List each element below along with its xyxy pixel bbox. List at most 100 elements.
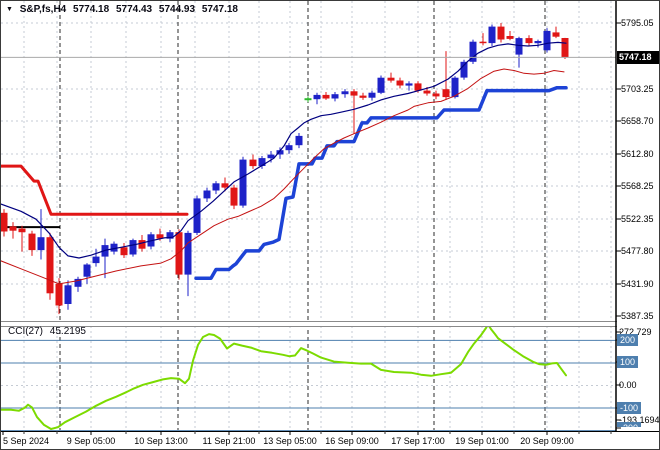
candle-body — [488, 26, 496, 44]
candle-body — [423, 90, 431, 94]
time-axis[interactable] — [1, 431, 659, 449]
cci-axis-label: 0.00 — [619, 380, 637, 390]
candle-body — [543, 30, 551, 51]
candle-body — [515, 38, 523, 55]
cci-level-badge: -100 — [617, 402, 642, 414]
candle-body — [552, 32, 560, 37]
cci-level-badge: -200 — [617, 422, 642, 427]
candle-body — [64, 285, 72, 304]
candle-body — [469, 41, 477, 62]
candle-body — [479, 41, 487, 44]
candle-body — [451, 77, 459, 98]
time-axis-label: 13 Sep 05:00 — [263, 436, 317, 446]
time-axis-label: 9 Sep 05:00 — [66, 436, 116, 446]
panel-separator[interactable] — [1, 321, 659, 327]
candle-body — [331, 94, 339, 99]
candle-body — [525, 38, 533, 44]
price-axis-label: 5522.35 — [621, 214, 654, 224]
candle-body — [377, 77, 385, 93]
cci-indicator-label: CCI(27) 45.2195 — [8, 326, 90, 337]
candle-body — [295, 135, 303, 146]
candle-body — [396, 80, 404, 86]
candle-body — [138, 240, 146, 249]
cci-value: 45.2195 — [49, 326, 86, 337]
candle-body — [166, 232, 174, 239]
candle-body — [432, 93, 440, 97]
candle-body — [221, 183, 229, 188]
candle-body — [55, 283, 63, 306]
candle-body — [258, 158, 266, 166]
price-axis-label: 5387.35 — [621, 311, 654, 321]
stop-line-red — [1, 164, 189, 216]
candle-body — [156, 234, 164, 239]
candle-body — [110, 243, 118, 252]
candle-body — [276, 150, 284, 155]
candle-body — [405, 83, 413, 86]
candle-body — [92, 256, 100, 264]
candle-body — [1, 212, 8, 232]
price-axis-label: 5477.80 — [621, 246, 654, 256]
price-axis-label: 5612.80 — [621, 149, 654, 159]
candle-body — [239, 159, 247, 206]
candle-body — [350, 91, 358, 96]
candle-body — [184, 232, 192, 275]
candle-body — [203, 190, 211, 199]
time-axis-label: 5 Sep 2024 — [3, 436, 50, 446]
ma-fast-line — [1, 41, 567, 259]
price-axis-label: 5703.25 — [621, 84, 654, 94]
candle-body — [313, 94, 321, 100]
cci-line — [1, 323, 567, 430]
time-axis-label: 10 Sep 13:00 — [134, 436, 188, 446]
chart-title: ▼ S&P,fs,H4 5774.18 5774.43 5744.93 5747… — [6, 4, 242, 15]
candle-body — [212, 183, 220, 191]
cci-level-badge: 200 — [617, 334, 639, 346]
ohlc-high: 5774.43 — [115, 4, 153, 15]
current-price-badge: 5747.18 — [617, 50, 659, 64]
candle-body — [28, 233, 36, 251]
candle-doji — [304, 98, 312, 101]
cci-name: CCI(27) — [8, 326, 44, 337]
candle-body — [506, 36, 514, 39]
candle-body — [368, 92, 376, 98]
time-axis-label: 16 Sep 09:00 — [325, 436, 379, 446]
symbol-dropdown-arrow[interactable]: ▼ — [6, 6, 13, 13]
cci-axis-label: 272.729 — [619, 327, 652, 337]
candle-body — [359, 95, 367, 98]
candle-body — [267, 154, 275, 159]
candle-body — [230, 187, 238, 206]
candle-body — [175, 232, 183, 275]
price-axis-label: 5658.70 — [621, 116, 654, 126]
candle-body — [18, 228, 26, 233]
time-axis-label: 20 Sep 09:00 — [520, 436, 574, 446]
candle-body — [322, 94, 330, 99]
candle-body — [497, 26, 505, 40]
cci-level-badge: 100 — [617, 356, 639, 368]
candle-body — [83, 264, 91, 277]
candle-body — [534, 41, 542, 44]
time-axis-label: 19 Sep 01:00 — [455, 436, 509, 446]
candle-body — [74, 278, 82, 287]
candle-body — [387, 77, 395, 81]
ohlc-close: 5747.18 — [201, 4, 238, 15]
ohlc-low: 5744.93 — [158, 4, 196, 15]
candle-body — [9, 226, 17, 231]
candle-body — [285, 145, 293, 151]
candle-body — [341, 91, 349, 95]
time-axis-label: 11 Sep 21:00 — [202, 436, 256, 446]
price-axis-label: 5795.05 — [621, 18, 654, 28]
time-axis-label: 17 Sep 17:00 — [391, 436, 445, 446]
price-axis-label: 5431.90 — [621, 279, 654, 289]
candle-body — [46, 237, 54, 294]
candle-body — [442, 89, 450, 98]
candle-body — [37, 237, 45, 251]
symbol-label: S&P,fs,H4 — [19, 4, 67, 15]
price-axis-label: 5568.25 — [621, 181, 654, 191]
candle-body — [561, 38, 569, 58]
candle-body — [120, 247, 128, 256]
candle-body — [414, 83, 422, 91]
ohlc-open: 5774.18 — [73, 4, 110, 15]
ma-slow-line — [1, 68, 565, 285]
candle-body — [129, 240, 137, 255]
